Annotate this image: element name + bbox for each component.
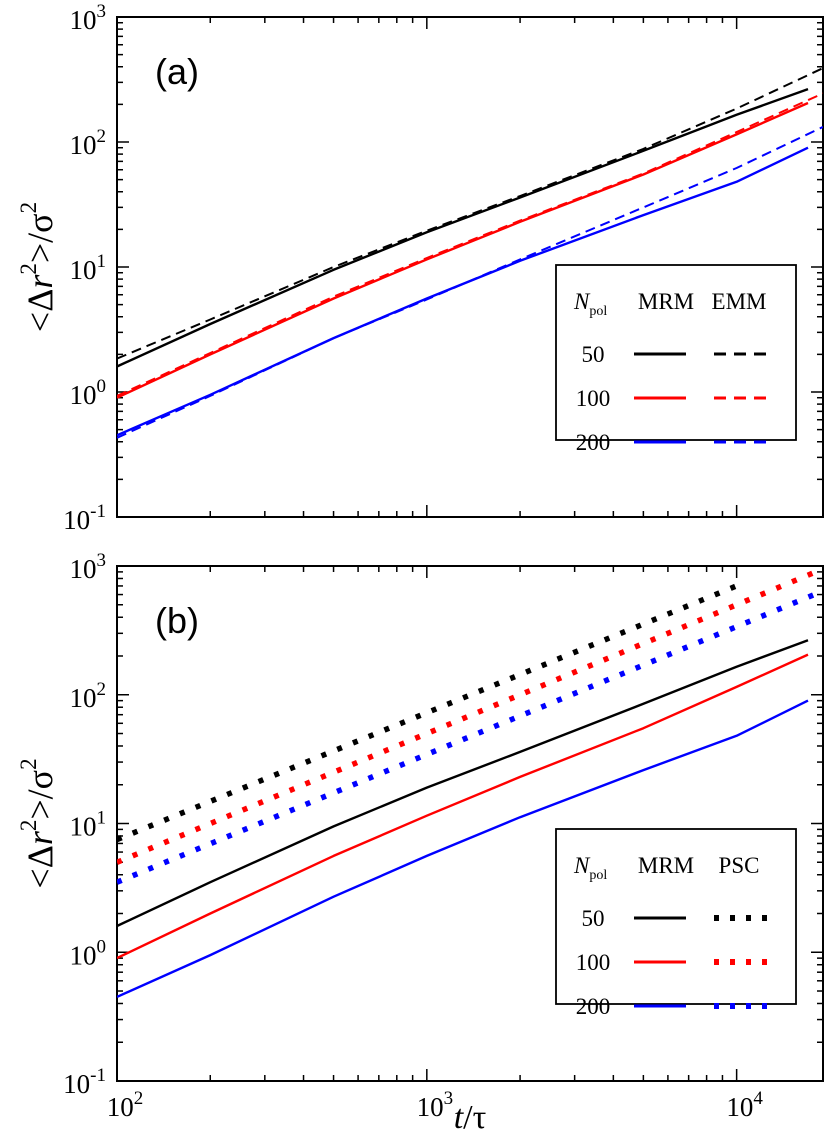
y-tick-label: 103 (70, 1, 107, 35)
x-label-t: t (454, 1099, 465, 1136)
y-tick-base: 10 (70, 812, 97, 842)
y-tick-label: 100 (70, 376, 107, 410)
y-label-sup2: 2 (16, 758, 41, 770)
series-line-emm-200 (117, 125, 823, 439)
legend: Npol MRM EMM 50 100 200 (555, 264, 797, 455)
y-axis-label: <Δr2>/σ2 (16, 758, 60, 888)
y-tick-base: 10 (70, 5, 97, 35)
y-tick-exponent: 3 (97, 1, 107, 22)
x-axis-label: t/τ (454, 1099, 487, 1136)
series-line-mrm-100 (117, 101, 809, 399)
x-tick-base: 10 (726, 1092, 753, 1122)
y-label-open: <Δ (20, 289, 60, 332)
y-tick-label: 103 (70, 550, 107, 584)
y-label-sup1: 2 (16, 820, 41, 832)
series-line-psc-100 (117, 566, 823, 865)
y-tick-base: 10 (70, 683, 97, 713)
x-tick-exponent: 4 (753, 1088, 763, 1109)
series-line-emm-50 (117, 67, 823, 360)
series-line-emm-100 (117, 92, 823, 397)
legend-n-sub: pol (589, 304, 607, 319)
legend-col1-header: MRM (638, 289, 694, 314)
x-tick-base: 10 (107, 1092, 134, 1122)
legend-n: N (573, 289, 591, 314)
x-ticks (116, 17, 738, 517)
legend-header-npol: Npol (573, 853, 607, 883)
y-tick-label: 102 (70, 126, 107, 160)
y-tick-exponent: -1 (90, 501, 106, 522)
legend-col2-header: EMM (712, 289, 767, 314)
y-tick-exponent: 1 (97, 251, 107, 272)
y-tick-exponent: 1 (97, 808, 107, 829)
y-label-sup1: 2 (16, 263, 41, 275)
legend-row-label: 50 (582, 342, 605, 367)
y-tick-base: 10 (70, 554, 97, 584)
x-tick-label: 102 (107, 1088, 144, 1122)
legend-col1-header: MRM (638, 853, 694, 878)
y-tick-label: 101 (70, 251, 107, 285)
legend-row-label: 100 (576, 950, 611, 975)
x-tick-base: 10 (417, 1092, 444, 1122)
y-tick-base: 10 (70, 380, 97, 410)
y-label-close: >/σ (20, 213, 60, 263)
y-label-r: r (20, 274, 60, 289)
panel-label: (a) (155, 51, 199, 92)
y-label-open: <Δ (20, 845, 60, 888)
panel-label: (b) (155, 600, 199, 641)
y-label-close: >/σ (20, 770, 60, 820)
series-line-mrm-50 (117, 639, 809, 928)
y-tick-label: 10-1 (63, 1065, 106, 1099)
x-tick-label: 104 (726, 1088, 763, 1122)
series-group (117, 566, 823, 998)
y-tick-base: 10 (70, 940, 97, 970)
legend-row-label: 200 (576, 430, 611, 455)
legend-header-npol: Npol (573, 289, 607, 319)
series-line-mrm-50 (117, 87, 809, 368)
x-tick-exponent: 2 (134, 1088, 144, 1109)
y-tick-exponent: 0 (97, 936, 107, 957)
legend-col2-header: PSC (719, 853, 760, 878)
legend-row-label: 200 (576, 994, 611, 1019)
y-ticks (117, 16, 823, 518)
series-line-psc-50 (117, 583, 738, 843)
y-tick-label: 100 (70, 936, 107, 970)
legend: Npol MRM PSC 50 100 200 (555, 828, 797, 1019)
y-tick-label: 102 (70, 679, 107, 713)
y-tick-label: 101 (70, 808, 107, 842)
y-label-sup2: 2 (16, 202, 41, 214)
y-tick-base: 10 (70, 130, 97, 160)
legend-n: N (573, 853, 591, 878)
y-tick-base: 10 (63, 1069, 90, 1099)
y-tick-base: 10 (70, 255, 97, 285)
legend-n-sub: pol (589, 868, 607, 883)
y-tick-exponent: 3 (97, 550, 107, 571)
x-tick-label: 103 (417, 1088, 454, 1122)
y-tick-label: 10-1 (63, 501, 106, 535)
series-group (117, 67, 823, 439)
y-tick-exponent: 2 (97, 679, 107, 700)
x-label-rest: /τ (463, 1099, 486, 1136)
series-line-mrm-100 (117, 653, 809, 960)
legend-row-label: 100 (576, 386, 611, 411)
legend-row-label: 50 (582, 906, 605, 931)
series-line-mrm-200 (117, 699, 809, 998)
x-ticks (116, 566, 738, 1081)
y-tick-exponent: 0 (97, 376, 107, 397)
y-axis-label: <Δr2>/σ2 (16, 202, 60, 332)
y-label-r: r (20, 830, 60, 845)
y-tick-exponent: 2 (97, 126, 107, 147)
x-tick-exponent: 3 (444, 1088, 454, 1109)
y-tick-base: 10 (63, 505, 90, 535)
y-tick-exponent: -1 (90, 1065, 106, 1086)
